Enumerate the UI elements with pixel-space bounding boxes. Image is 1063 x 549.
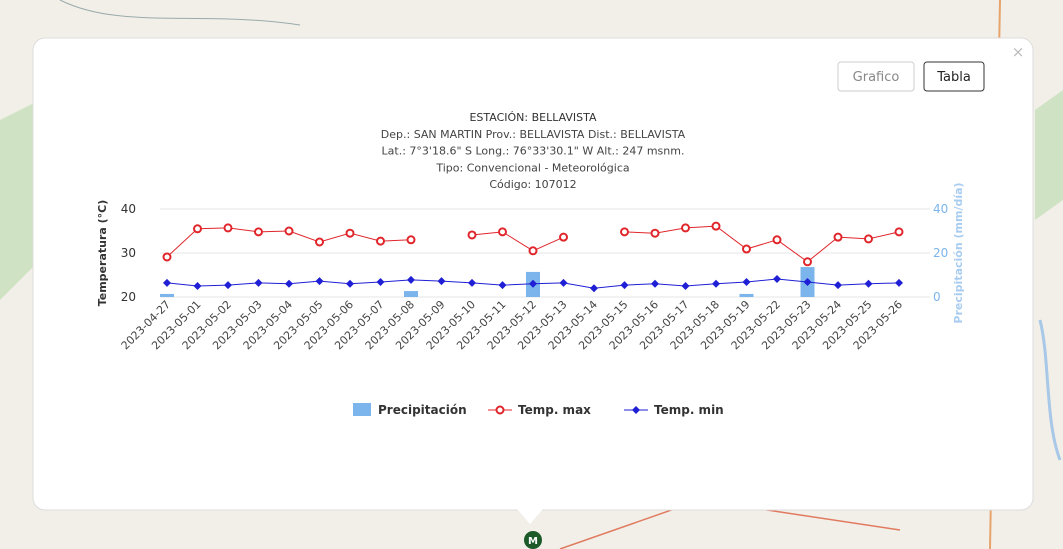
map-park [0,100,40,300]
legend-label: Temp. min [654,403,724,417]
point [224,281,232,290]
legend-swatch [632,406,640,414]
y-tick-label: 30 [121,246,136,260]
chart-title: Tipo: Convencional - Meteorológica [435,161,629,174]
point [620,281,629,290]
point [833,232,843,242]
point [651,279,659,288]
point [284,226,294,236]
point [803,278,812,287]
point [895,278,903,287]
grafico-button[interactable] [837,61,915,92]
point [376,236,385,246]
y2-axis-label: Precipitación (mm/día) [952,182,965,323]
y2-tick-label: 0 [933,290,941,304]
point [223,223,233,233]
point [162,252,172,262]
point [254,227,263,237]
map-river [1038,319,1062,461]
point [285,279,293,288]
legend-label: Temp. max [518,403,591,417]
point [498,227,507,237]
button-label[interactable]: Tabla [936,70,971,85]
map-marker[interactable] [524,531,542,549]
legend-swatch [353,403,371,416]
point [346,279,354,288]
point [315,277,324,286]
point [894,227,904,237]
bar [404,291,418,297]
point [376,278,385,287]
point [345,228,355,238]
y-tick-label: 20 [121,290,136,304]
legend-label: Precipitación [378,403,467,417]
legend-swatch [495,405,505,415]
point [712,279,720,288]
point [742,278,751,287]
point [711,221,721,231]
bar [160,293,174,297]
point [528,246,538,256]
point [772,235,782,245]
button-label[interactable]: Grafico [853,70,900,85]
point [559,278,568,287]
point [834,281,842,290]
point [529,279,537,288]
point [559,232,568,242]
point [193,282,202,290]
point [590,284,598,293]
bar [739,293,754,297]
point [193,224,202,234]
point [407,275,415,284]
point [803,257,812,267]
chart-title: Código: 107012 [489,178,576,191]
close-button[interactable]: × [1012,43,1025,61]
y2-tick-label: 40 [933,202,948,216]
marker-label: M [528,536,538,547]
point [864,279,873,288]
map-park [1035,90,1063,220]
point [437,277,446,286]
chart-title: ESTACIÓN: BELLAVISTA [469,111,597,124]
y-axis-label: Temperatura (°C) [96,200,109,307]
point [742,244,751,254]
point [163,278,171,287]
point [620,227,629,237]
point [681,223,690,233]
map-border [59,0,301,26]
point [681,282,690,290]
point [650,228,660,238]
point [864,234,873,244]
point [406,235,416,245]
tabla-button[interactable] [923,61,985,92]
chart-title: Dep.: SAN MARTIN Prov.: BELLAVISTA Dist.… [381,128,686,141]
point [498,281,507,290]
y-tick-label: 40 [121,202,136,216]
point [468,278,476,287]
popup-tip [517,509,543,524]
y2-tick-label: 20 [933,246,948,260]
point [254,278,263,287]
point [315,237,324,247]
point [773,274,781,283]
point [467,230,477,240]
chart-title: Lat.: 7°3'18.6" S Long.: 76°33'30.1" W A… [382,145,685,158]
